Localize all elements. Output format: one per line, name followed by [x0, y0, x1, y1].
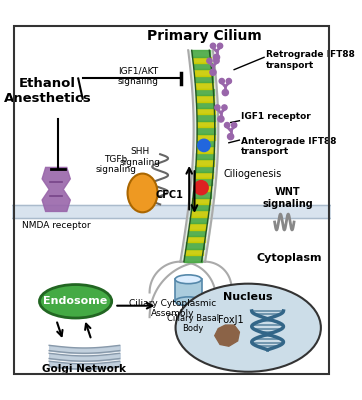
Circle shape: [219, 78, 224, 84]
Ellipse shape: [175, 275, 202, 284]
Circle shape: [228, 134, 234, 140]
Text: CFC1: CFC1: [156, 190, 184, 200]
Text: Anterograde IFT88
transport: Anterograde IFT88 transport: [241, 136, 337, 156]
Circle shape: [218, 116, 224, 122]
Text: Retrograde IFT88
transport: Retrograde IFT88 transport: [266, 50, 355, 70]
Text: IGF1/AKT
signaling: IGF1/AKT signaling: [118, 66, 159, 86]
Text: IGF1 receptor: IGF1 receptor: [241, 112, 311, 121]
Circle shape: [231, 122, 237, 128]
Text: Primary Cilium: Primary Cilium: [147, 29, 262, 43]
Text: WNT
signaling: WNT signaling: [262, 187, 313, 209]
Text: Cytoplasm: Cytoplasm: [257, 253, 322, 263]
Text: Ciliogenesis: Ciliogenesis: [224, 168, 282, 178]
Polygon shape: [215, 325, 239, 346]
Circle shape: [207, 58, 212, 64]
Text: Golgi Network: Golgi Network: [42, 364, 126, 374]
Circle shape: [210, 43, 216, 48]
Circle shape: [218, 43, 223, 48]
Circle shape: [224, 122, 230, 128]
Text: FoxJ1: FoxJ1: [218, 314, 243, 324]
Circle shape: [214, 58, 219, 64]
Ellipse shape: [39, 284, 112, 318]
Text: Ciliary Basal
Body: Ciliary Basal Body: [167, 314, 219, 333]
Polygon shape: [42, 168, 70, 212]
Ellipse shape: [127, 174, 157, 212]
Text: NMDA receptor: NMDA receptor: [22, 221, 90, 230]
Circle shape: [210, 69, 216, 75]
Ellipse shape: [175, 297, 202, 306]
Text: Endosome: Endosome: [43, 296, 108, 306]
Circle shape: [215, 105, 220, 110]
Circle shape: [226, 78, 231, 84]
Bar: [175, 279, 202, 301]
Text: SHH
signaling: SHH signaling: [119, 147, 160, 166]
Bar: [12, 205, 331, 218]
Circle shape: [194, 181, 208, 195]
Circle shape: [222, 90, 228, 96]
Text: Ciliary Cytoplasmic
Assembly: Ciliary Cytoplasmic Assembly: [129, 299, 216, 318]
Ellipse shape: [176, 284, 321, 372]
Circle shape: [214, 54, 220, 60]
Text: Nucleus: Nucleus: [223, 292, 273, 302]
Circle shape: [198, 139, 210, 152]
Text: TGFb
signaling: TGFb signaling: [96, 155, 136, 174]
Circle shape: [222, 105, 227, 110]
Text: Ethanol
Anesthetics: Ethanol Anesthetics: [4, 77, 91, 105]
